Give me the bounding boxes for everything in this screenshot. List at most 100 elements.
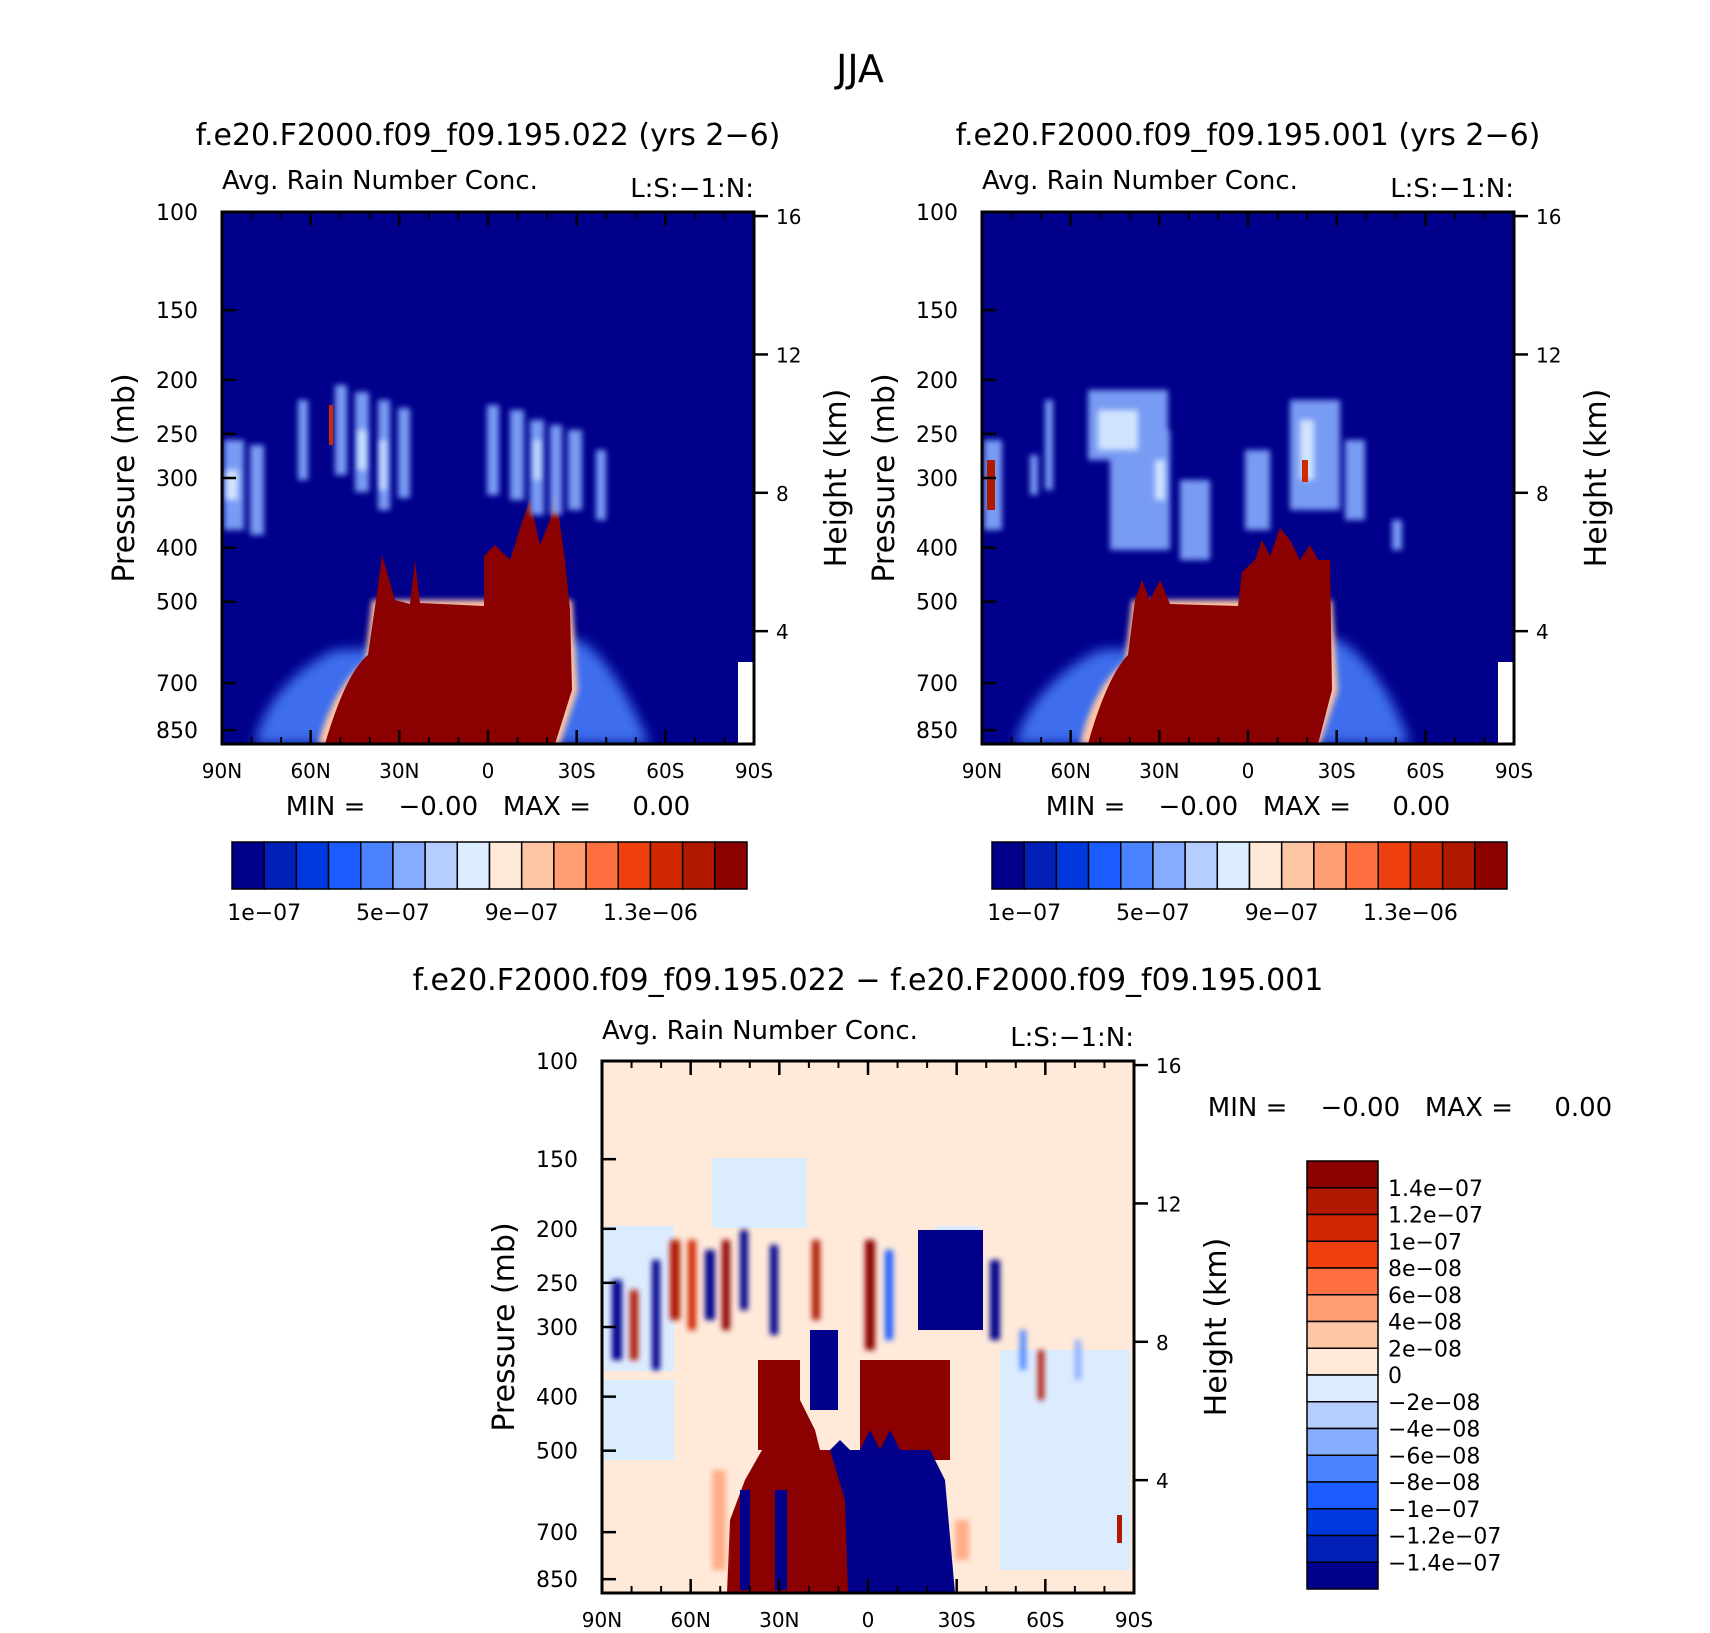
y-tick-label: 700	[156, 672, 198, 697]
y-tick-label: 850	[536, 1568, 578, 1593]
y-tick-label: 100	[156, 201, 198, 226]
colorbar-swatch	[1152, 841, 1186, 890]
panel-2-title: f.e20.F2000.f09_f09.195.001 (yrs 2−6)	[956, 118, 1541, 153]
panel-1-level-label: L:S:−1:N:	[630, 174, 754, 204]
y-tick-label: 400	[156, 537, 198, 562]
colorbar-swatch	[1306, 1374, 1379, 1403]
colorbar-swatch	[327, 841, 362, 890]
colorbar-swatch	[1313, 841, 1347, 890]
y-tick-label: 150	[916, 299, 958, 324]
colorbar-swatch	[553, 841, 587, 890]
colorbar-swatch	[1216, 841, 1251, 890]
colorbar-swatch	[681, 841, 716, 890]
panel-3-streaks	[612, 1230, 1081, 1400]
colorbar-swatch	[1306, 1481, 1379, 1510]
colorbar-swatch	[1023, 841, 1058, 890]
y2-tick-label: 4	[1156, 1469, 1169, 1493]
x-tick-label: 30S	[1318, 759, 1356, 783]
y-tick-label: 500	[156, 591, 198, 616]
colorbar-swatch	[1306, 1534, 1379, 1563]
y2-tick-label: 8	[1156, 1331, 1169, 1355]
colorbar-swatch	[1280, 841, 1315, 890]
colorbar-label: 9e−07	[1245, 901, 1319, 926]
panel-1-title: f.e20.F2000.f09_f09.195.022 (yrs 2−6)	[196, 118, 781, 153]
y2-tick-label: 12	[1536, 343, 1561, 367]
colorbar-label: 8e−08	[1388, 1257, 1462, 1282]
colorbar-label: 1.4e−07	[1388, 1177, 1483, 1202]
y-tick-label: 400	[536, 1386, 578, 1411]
panel-2-ylabel-right: Height (km)	[1579, 389, 1614, 568]
panel-2-white-patch	[1498, 662, 1514, 744]
colorbar-label: 5e−07	[1116, 901, 1190, 926]
x-tick-label: 90N	[582, 1608, 622, 1632]
y2-tick-label: 12	[1156, 1192, 1181, 1216]
panel-3-ylabel-right: Height (km)	[1199, 1238, 1234, 1417]
y2-tick-label: 8	[1536, 482, 1549, 506]
y-tick-label: 200	[536, 1218, 578, 1243]
y-tick-label: 150	[536, 1148, 578, 1173]
y2-tick-label: 4	[1536, 620, 1549, 644]
panel-3-ylabel: Pressure (mb)	[487, 1222, 522, 1431]
y-tick-label: 200	[156, 369, 198, 394]
x-tick-label: 60S	[1026, 1608, 1064, 1632]
x-tick-label: 0	[1242, 759, 1255, 783]
y2-tick-label: 16	[1156, 1054, 1181, 1078]
x-tick-label: 30S	[938, 1608, 976, 1632]
colorbar-swatch	[1377, 841, 1412, 890]
colorbar-swatch	[1474, 841, 1508, 890]
colorbar-label: −1e−07	[1388, 1498, 1480, 1523]
colorbar-label: 0	[1388, 1364, 1402, 1389]
colorbar-swatch	[456, 841, 491, 890]
x-tick-label: 60N	[290, 759, 330, 783]
x-tick-label: 0	[862, 1608, 875, 1632]
colorbar-swatch	[585, 841, 619, 890]
x-tick-label: 30N	[379, 759, 419, 783]
colorbar-swatch	[1306, 1267, 1379, 1296]
colorbar-label: −8e−08	[1388, 1471, 1480, 1496]
y-tick-label: 250	[536, 1272, 578, 1297]
colorbar-swatch	[1306, 1561, 1379, 1590]
panel-1: f.e20.F2000.f09_f09.195.022 (yrs 2−6) Av…	[107, 118, 854, 926]
panel-1-white-patch	[738, 662, 754, 744]
colorbar-swatch	[1441, 841, 1476, 890]
colorbar-swatch	[1306, 1213, 1379, 1242]
x-tick-label: 90S	[735, 759, 773, 783]
colorbar-label: 6e−08	[1388, 1284, 1462, 1309]
y-tick-label: 250	[916, 423, 958, 448]
panel-2-red-streak-1	[987, 460, 995, 510]
panel-3-blue-region	[740, 1230, 983, 1593]
colorbar-swatch	[1306, 1401, 1379, 1430]
colorbar-label: −6e−08	[1388, 1444, 1480, 1469]
panel-1-field-core	[325, 488, 572, 744]
y-tick-label: 300	[536, 1316, 578, 1341]
panel-3-colorbar: 1.4e−071.2e−071e−078e−086e−084e−082e−080…	[1306, 1160, 1501, 1590]
y-tick-label: 500	[916, 591, 958, 616]
y-tick-label: 300	[156, 467, 198, 492]
colorbar-swatch	[1306, 1454, 1379, 1483]
colorbar-swatch	[1306, 1240, 1379, 1269]
colorbar-label: 9e−07	[485, 901, 559, 926]
y2-tick-label: 8	[776, 482, 789, 506]
y2-tick-label: 4	[776, 620, 789, 644]
y-tick-label: 400	[916, 537, 958, 562]
colorbar-swatch	[649, 841, 684, 890]
colorbar-swatch	[1306, 1320, 1379, 1349]
colorbar-swatch	[360, 841, 394, 890]
panel-3-variable-label: Avg. Rain Number Conc.	[602, 1016, 918, 1046]
colorbar-swatch	[1345, 841, 1379, 890]
panel-3-minmax: MIN = −0.00 MAX = 0.00	[1208, 1093, 1612, 1123]
panel-3-plot-area	[602, 1061, 1134, 1593]
colorbar-swatch	[1087, 841, 1122, 890]
x-tick-label: 0	[482, 759, 495, 783]
colorbar-label: 4e−08	[1388, 1311, 1462, 1336]
panel-3-light-blue-areas	[604, 1158, 1130, 1570]
colorbar-label: −1.2e−07	[1388, 1525, 1501, 1550]
colorbar-label: 1e−07	[1388, 1230, 1462, 1255]
y-tick-label: 700	[536, 1521, 578, 1546]
colorbar-swatch	[231, 841, 265, 890]
panel-2-minmax: MIN = −0.00 MAX = 0.00	[1046, 792, 1450, 822]
x-tick-label: 90N	[202, 759, 242, 783]
colorbar-swatch	[520, 841, 555, 890]
x-tick-label: 30S	[558, 759, 596, 783]
panel-1-minmax: MIN = −0.00 MAX = 0.00	[286, 792, 690, 822]
